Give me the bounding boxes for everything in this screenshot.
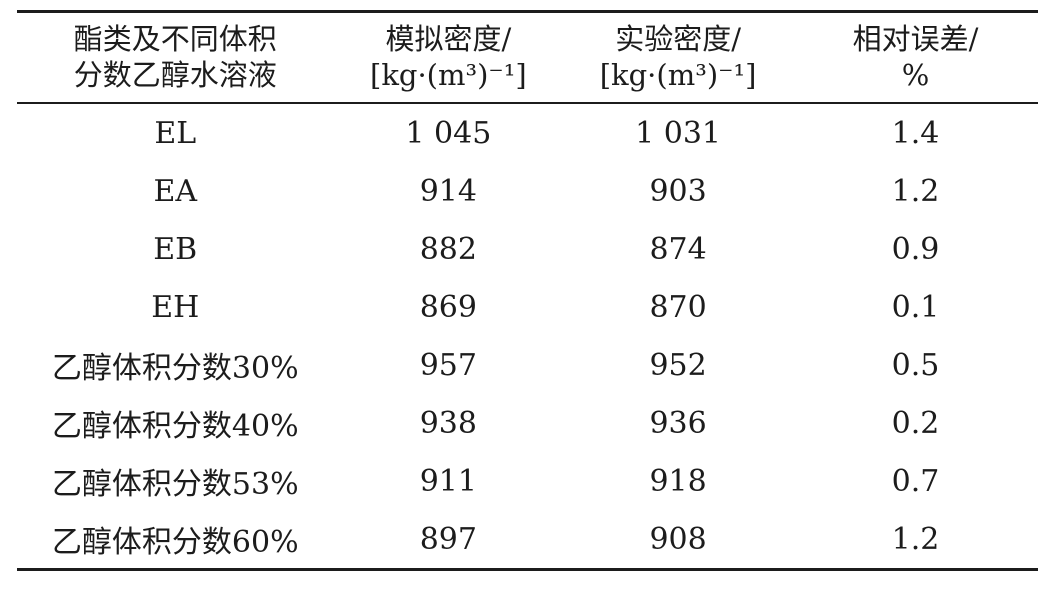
cell-experimental-density: 918: [649, 463, 707, 499]
cell-simulated-density: 911: [419, 463, 477, 499]
col-header-simulated-density-line1: 模拟密度/: [385, 22, 512, 56]
cell-sample-name: 乙醇体积分数40%: [51, 409, 299, 444]
cell-relative-error: 0.5: [891, 347, 940, 383]
cell-simulated-density: 1 045: [405, 115, 492, 151]
col-header-simulated-density-unit: [kg·(m³)⁻¹]: [370, 58, 527, 92]
cell-simulated-density: 882: [419, 231, 477, 267]
cell-sample-name: EB: [153, 231, 198, 267]
col-header-relative-error-line1: 相对误差/: [852, 22, 979, 56]
cell-sample-name: 乙醇体积分数53%: [51, 467, 299, 502]
col-header-experimental-density-line1: 实验密度/: [615, 22, 741, 56]
table-body: EL 1 045 1 031 1.4 EA 914 903 1.2 EB 882…: [17, 103, 1038, 570]
cell-sample-name: EL: [154, 115, 197, 151]
cell-sample-name: EH: [151, 289, 200, 325]
table-row: 乙醇体积分数30% 957 952 0.5: [17, 336, 1038, 394]
table-header-row: 酯类及不同体积 分数乙醇水溶液 模拟密度/ [kg·(m³)⁻¹] 实验密度/ …: [17, 11, 1038, 104]
col-header-sample: 酯类及不同体积 分数乙醇水溶液: [17, 11, 334, 104]
cell-relative-error: 0.7: [891, 463, 940, 499]
cell-experimental-density: 952: [649, 347, 707, 383]
table-row: EH 869 870 0.1: [17, 278, 1038, 336]
cell-experimental-density: 903: [649, 173, 707, 209]
cell-relative-error: 1.2: [891, 521, 940, 557]
table-header: 酯类及不同体积 分数乙醇水溶液 模拟密度/ [kg·(m³)⁻¹] 实验密度/ …: [17, 11, 1038, 104]
col-header-experimental-density: 实验密度/ [kg·(m³)⁻¹]: [563, 11, 793, 104]
table-row: 乙醇体积分数53% 911 918 0.7: [17, 452, 1038, 510]
table-row: EA 914 903 1.2: [17, 162, 1038, 220]
cell-relative-error: 0.9: [891, 231, 940, 267]
cell-sample-name: EA: [153, 173, 198, 209]
table-row: EL 1 045 1 031 1.4: [17, 103, 1038, 162]
paper-table: 酯类及不同体积 分数乙醇水溶液 模拟密度/ [kg·(m³)⁻¹] 实验密度/ …: [17, 10, 1038, 571]
cell-simulated-density: 957: [419, 347, 477, 383]
col-header-sample-line1: 酯类及不同体积: [73, 22, 277, 56]
cell-experimental-density: 1 031: [635, 115, 722, 151]
table-row: 乙醇体积分数40% 938 936 0.2: [17, 394, 1038, 452]
cell-relative-error: 1.2: [891, 173, 940, 209]
table-row: EB 882 874 0.9: [17, 220, 1038, 278]
col-header-sample-line2: 分数乙醇水溶液: [73, 58, 277, 92]
cell-relative-error: 1.4: [891, 115, 940, 151]
cell-simulated-density: 897: [419, 521, 477, 557]
density-comparison-table: 酯类及不同体积 分数乙醇水溶液 模拟密度/ [kg·(m³)⁻¹] 实验密度/ …: [17, 10, 1038, 571]
cell-experimental-density: 908: [649, 521, 707, 557]
table-row: 乙醇体积分数60% 897 908 1.2: [17, 510, 1038, 570]
cell-experimental-density: 936: [649, 405, 707, 441]
cell-relative-error: 0.2: [891, 405, 940, 441]
cell-relative-error: 0.1: [891, 289, 940, 325]
col-header-simulated-density: 模拟密度/ [kg·(m³)⁻¹]: [333, 11, 564, 104]
cell-experimental-density: 874: [649, 231, 707, 267]
col-header-relative-error-unit: %: [901, 58, 930, 92]
cell-simulated-density: 869: [419, 289, 477, 325]
cell-simulated-density: 938: [419, 405, 477, 441]
cell-sample-name: 乙醇体积分数30%: [51, 351, 299, 386]
cell-simulated-density: 914: [419, 173, 477, 209]
cell-sample-name: 乙醇体积分数60%: [51, 525, 299, 560]
col-header-experimental-density-unit: [kg·(m³)⁻¹]: [599, 58, 757, 92]
col-header-relative-error: 相对误差/ %: [792, 11, 1038, 104]
cell-experimental-density: 870: [649, 289, 707, 325]
